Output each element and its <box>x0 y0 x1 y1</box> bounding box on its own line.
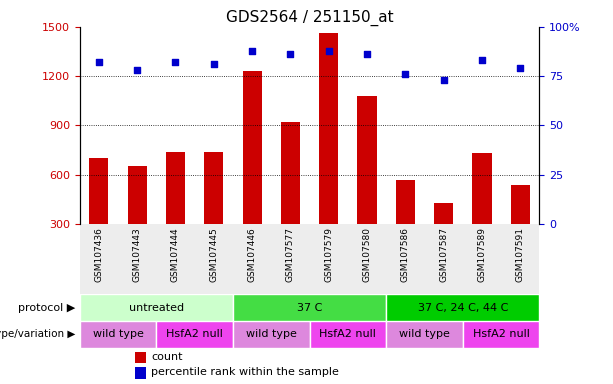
Bar <box>271 224 310 294</box>
Bar <box>195 224 233 294</box>
Point <box>400 71 410 77</box>
Text: GSM107436: GSM107436 <box>94 227 104 282</box>
Bar <box>80 321 156 348</box>
Bar <box>118 224 156 294</box>
Text: 37 C, 24 C, 44 C: 37 C, 24 C, 44 C <box>417 303 508 313</box>
Point <box>362 51 372 58</box>
Point <box>209 61 219 67</box>
Bar <box>319 33 338 224</box>
Text: GSM107445: GSM107445 <box>209 227 218 282</box>
Text: GSM107591: GSM107591 <box>516 227 525 283</box>
Bar <box>310 321 386 348</box>
Text: GSM107587: GSM107587 <box>439 227 448 283</box>
Point <box>286 51 295 58</box>
Bar <box>348 224 386 294</box>
Point <box>516 65 525 71</box>
Text: untreated: untreated <box>129 303 184 313</box>
Bar <box>501 224 539 294</box>
Bar <box>424 224 463 294</box>
Text: GSM107589: GSM107589 <box>478 227 487 283</box>
Point <box>324 48 333 54</box>
Text: GSM107443: GSM107443 <box>132 227 142 282</box>
Bar <box>357 96 376 224</box>
Text: GSM107579: GSM107579 <box>324 227 333 283</box>
Bar <box>80 294 233 321</box>
Bar <box>386 224 424 294</box>
Bar <box>434 203 453 224</box>
Point <box>94 59 104 65</box>
Text: HsfA2 null: HsfA2 null <box>166 329 223 339</box>
Point <box>247 48 257 54</box>
Bar <box>463 224 501 294</box>
Bar <box>386 321 463 348</box>
Bar <box>511 185 530 224</box>
Bar <box>156 224 195 294</box>
Bar <box>463 321 539 348</box>
Text: count: count <box>151 352 183 362</box>
Bar <box>396 180 415 224</box>
Bar <box>89 158 109 224</box>
Text: wild type: wild type <box>246 329 297 339</box>
Bar <box>281 122 300 224</box>
Point <box>170 59 180 65</box>
Point <box>477 57 487 63</box>
Bar <box>233 321 310 348</box>
Text: GSM107586: GSM107586 <box>401 227 410 283</box>
Bar <box>204 152 223 224</box>
Bar <box>473 153 492 224</box>
Text: 37 C: 37 C <box>297 303 322 313</box>
Text: protocol ▶: protocol ▶ <box>18 303 75 313</box>
Bar <box>233 224 271 294</box>
Bar <box>135 352 147 363</box>
Text: wild type: wild type <box>399 329 450 339</box>
Bar <box>386 294 539 321</box>
Bar <box>128 166 147 224</box>
Text: GSM107444: GSM107444 <box>171 227 180 282</box>
Text: percentile rank within the sample: percentile rank within the sample <box>151 367 339 377</box>
Text: genotype/variation ▶: genotype/variation ▶ <box>0 329 75 339</box>
Text: GSM107446: GSM107446 <box>248 227 257 282</box>
Text: GSM107577: GSM107577 <box>286 227 295 283</box>
Title: GDS2564 / 251150_at: GDS2564 / 251150_at <box>226 9 394 25</box>
Point <box>132 67 142 73</box>
Text: wild type: wild type <box>93 329 143 339</box>
Text: HsfA2 null: HsfA2 null <box>319 329 376 339</box>
Point <box>439 77 449 83</box>
Text: HsfA2 null: HsfA2 null <box>473 329 530 339</box>
Bar <box>233 294 386 321</box>
Bar <box>135 367 147 379</box>
Bar <box>80 224 118 294</box>
Text: GSM107580: GSM107580 <box>362 227 371 283</box>
Bar <box>156 321 233 348</box>
Bar <box>310 224 348 294</box>
Bar <box>166 152 185 224</box>
Bar <box>243 71 262 224</box>
